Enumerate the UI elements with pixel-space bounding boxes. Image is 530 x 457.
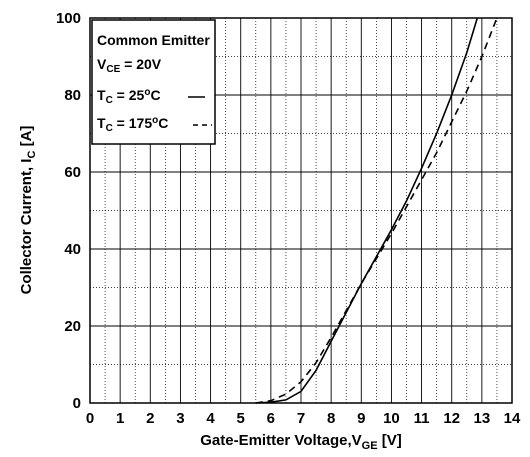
- x-tick-label: 3: [176, 410, 184, 427]
- x-tick-label: 9: [357, 410, 365, 427]
- y-tick-label: 20: [64, 318, 81, 335]
- grid: [90, 18, 512, 403]
- x-tick-label: 5: [237, 410, 245, 427]
- x-tick-label: 7: [297, 410, 305, 427]
- x-tick-label: 8: [327, 410, 335, 427]
- y-tick-label: 40: [64, 241, 81, 258]
- legend-entry-175c: TC = 175oC: [97, 115, 168, 134]
- x-tick-label: 10: [383, 410, 400, 427]
- series-layer: [255, 17, 498, 404]
- x-tick-label: 13: [474, 410, 491, 427]
- y-tick-label: 80: [64, 87, 81, 104]
- legend-box: [91, 19, 216, 145]
- x-tick-label: 4: [206, 410, 215, 427]
- x-tick-label: 6: [267, 410, 275, 427]
- legend-title: Common Emitter: [97, 32, 210, 48]
- x-tick-label: 0: [86, 410, 94, 427]
- x-axis-title: Gate-Emitter Voltage,VGE [V]: [200, 432, 402, 452]
- y-tick-labels: 0 20 40 60 80 100: [56, 10, 81, 412]
- series-line-dashed: [255, 17, 498, 404]
- y-tick-label: 100: [56, 10, 81, 27]
- x-tick-label: 14: [504, 410, 521, 427]
- x-tick-label: 2: [146, 410, 154, 427]
- x-tick-label: 12: [443, 410, 460, 427]
- x-tick-label: 1: [116, 410, 124, 427]
- x-tick-labels: 0 1 2 3 4 5 6 7 8 9 10 11 12 13 14: [86, 410, 521, 427]
- plot-frame: [89, 17, 513, 404]
- x-tick-label: 11: [414, 410, 430, 427]
- y-tick-label: 0: [73, 395, 81, 412]
- y-tick-label: 60: [64, 164, 81, 181]
- legend-condition-vce: VCE = 20V: [97, 56, 162, 75]
- y-axis-title: Collector Current, IC [A]: [18, 126, 38, 295]
- legend-entry-25c: TC = 25oC: [97, 87, 161, 106]
- legend: Common Emitter VCE = 20V TC = 25oC TC = …: [91, 19, 216, 145]
